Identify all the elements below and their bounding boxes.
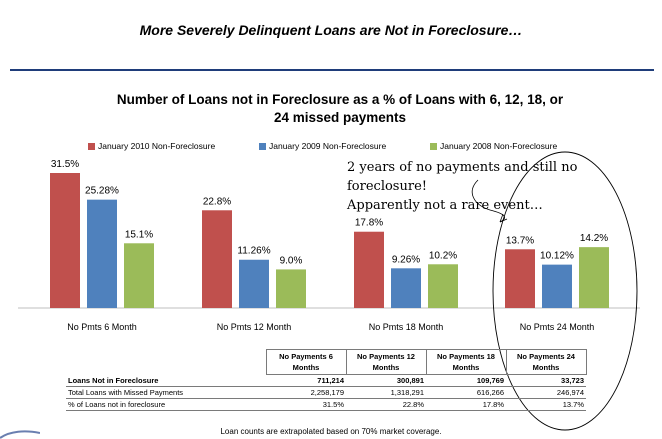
annotation-line1: 2 years of no payments and still no fore… — [347, 160, 578, 194]
bar-2-1 — [87, 199, 117, 308]
slide-title: More Severely Delinquent Loans are Not i… — [139, 22, 523, 38]
data-label-1-1: 31.5% — [51, 159, 79, 170]
legend-swatch-jan2009 — [259, 143, 266, 150]
legend-swatch-jan2010 — [88, 143, 95, 150]
chart-title-line2: 24 missed payments — [273, 110, 407, 125]
cell: 22.8% — [346, 398, 426, 411]
bar-3-1 — [124, 243, 154, 308]
bar-2-3 — [391, 268, 421, 308]
logo-swoosh — [0, 430, 40, 439]
cell: 13.7% — [506, 398, 586, 411]
data-label-1-4: 13.7% — [506, 235, 534, 246]
table-row: Loans Not in Foreclosure 711,214 300,891… — [66, 374, 586, 387]
loans-table: No Payments 6 Months No Payments 12 Mont… — [66, 349, 587, 411]
bar-2-2 — [239, 259, 269, 308]
category-label-4: No Pmts 24 Month — [520, 322, 595, 332]
table-header-12: No Payments 12 Months — [345, 349, 427, 375]
legend-item-jan2009: January 2009 Non-Foreclosure — [259, 141, 386, 151]
bar-3-3 — [428, 264, 458, 308]
bar-3-4 — [579, 247, 609, 308]
legend-swatch-jan2008 — [430, 143, 437, 150]
legend-label-jan2008: January 2008 Non-Foreclosure — [440, 141, 558, 151]
table-header-18: No Payments 18 Months — [425, 349, 507, 375]
cell: 109,769 — [426, 374, 506, 387]
cell: 246,974 — [506, 386, 586, 399]
bar-1-1 — [50, 173, 80, 308]
category-label-3: No Pmts 18 Month — [369, 322, 444, 332]
bar-3-2 — [276, 269, 306, 308]
data-label-2-3: 9.26% — [392, 254, 420, 265]
bar-1-3 — [354, 231, 384, 308]
row-label: Loans Not in Foreclosure — [66, 374, 266, 387]
bars-group: 31.5% 25.28% 15.1% 22.8% 11.26% 9.0% 17.8% 9.26… — [50, 159, 609, 308]
cell: 1,318,291 — [346, 386, 426, 399]
bar-1-2 — [202, 210, 232, 308]
cell: 33,723 — [506, 374, 586, 387]
highlight-ellipse — [492, 151, 638, 431]
data-label-2-4: 10.12% — [540, 251, 574, 262]
data-label-3-2: 9.0% — [280, 255, 303, 266]
data-label-3-1: 15.1% — [125, 229, 153, 240]
row-label: % of Loans not in foreclosure — [66, 398, 266, 411]
chart-title-line1: Number of Loans not in Foreclosure as a … — [116, 92, 564, 107]
data-label-2-2: 11.26% — [237, 246, 270, 257]
legend-label-jan2010: January 2010 Non-Foreclosure — [98, 141, 216, 151]
cell: 31.5% — [266, 398, 346, 411]
cell: 711,214 — [266, 374, 346, 387]
annotation-line2: Apparently not a rare event… — [347, 198, 543, 213]
annotation-arrow — [471, 179, 505, 223]
data-label-1-3: 17.8% — [355, 218, 383, 229]
legend-item-jan2008: January 2008 Non-Foreclosure — [430, 141, 557, 151]
footnote: Loan counts are extrapolated based on 70… — [220, 427, 442, 436]
cell: 300,891 — [346, 374, 426, 387]
table-header-6: No Payments 6 Months — [265, 349, 347, 375]
category-labels-group: No Pmts 6 Month No Pmts 12 Month No Pmts 1… — [67, 322, 594, 332]
table-row: % of Loans not in foreclosure 31.5% 22.8… — [66, 398, 586, 411]
bar-1-4 — [505, 249, 535, 308]
table-corner — [66, 350, 266, 375]
table-header-24: No Payments 24 Months — [505, 349, 587, 375]
chart-title: Number of Loans not in Foreclosure as a … — [60, 91, 620, 127]
annotation-text: 2 years of no payments and still no fore… — [347, 158, 647, 215]
data-label-3-4: 14.2% — [580, 233, 608, 244]
legend-item-jan2010: January 2010 Non-Foreclosure — [88, 141, 215, 151]
bar-2-4 — [542, 264, 572, 308]
data-label-2-1: 25.28% — [85, 186, 119, 197]
cell: 2,258,179 — [266, 386, 346, 399]
data-label-3-3: 10.2% — [429, 250, 457, 261]
legend-label-jan2009: January 2009 Non-Foreclosure — [269, 141, 387, 151]
table-row: Total Loans with Missed Payments 2,258,1… — [66, 386, 586, 399]
data-label-1-2: 22.8% — [203, 196, 231, 207]
table-header-row: No Payments 6 Months No Payments 12 Mont… — [66, 349, 587, 375]
cell: 17.8% — [426, 398, 506, 411]
category-label-1: No Pmts 6 Month — [67, 322, 137, 332]
title-divider — [10, 69, 654, 71]
row-label: Total Loans with Missed Payments — [66, 386, 266, 399]
annotation-arrowhead — [499, 213, 508, 223]
cell: 616,266 — [426, 386, 506, 399]
category-label-2: No Pmts 12 Month — [217, 322, 292, 332]
